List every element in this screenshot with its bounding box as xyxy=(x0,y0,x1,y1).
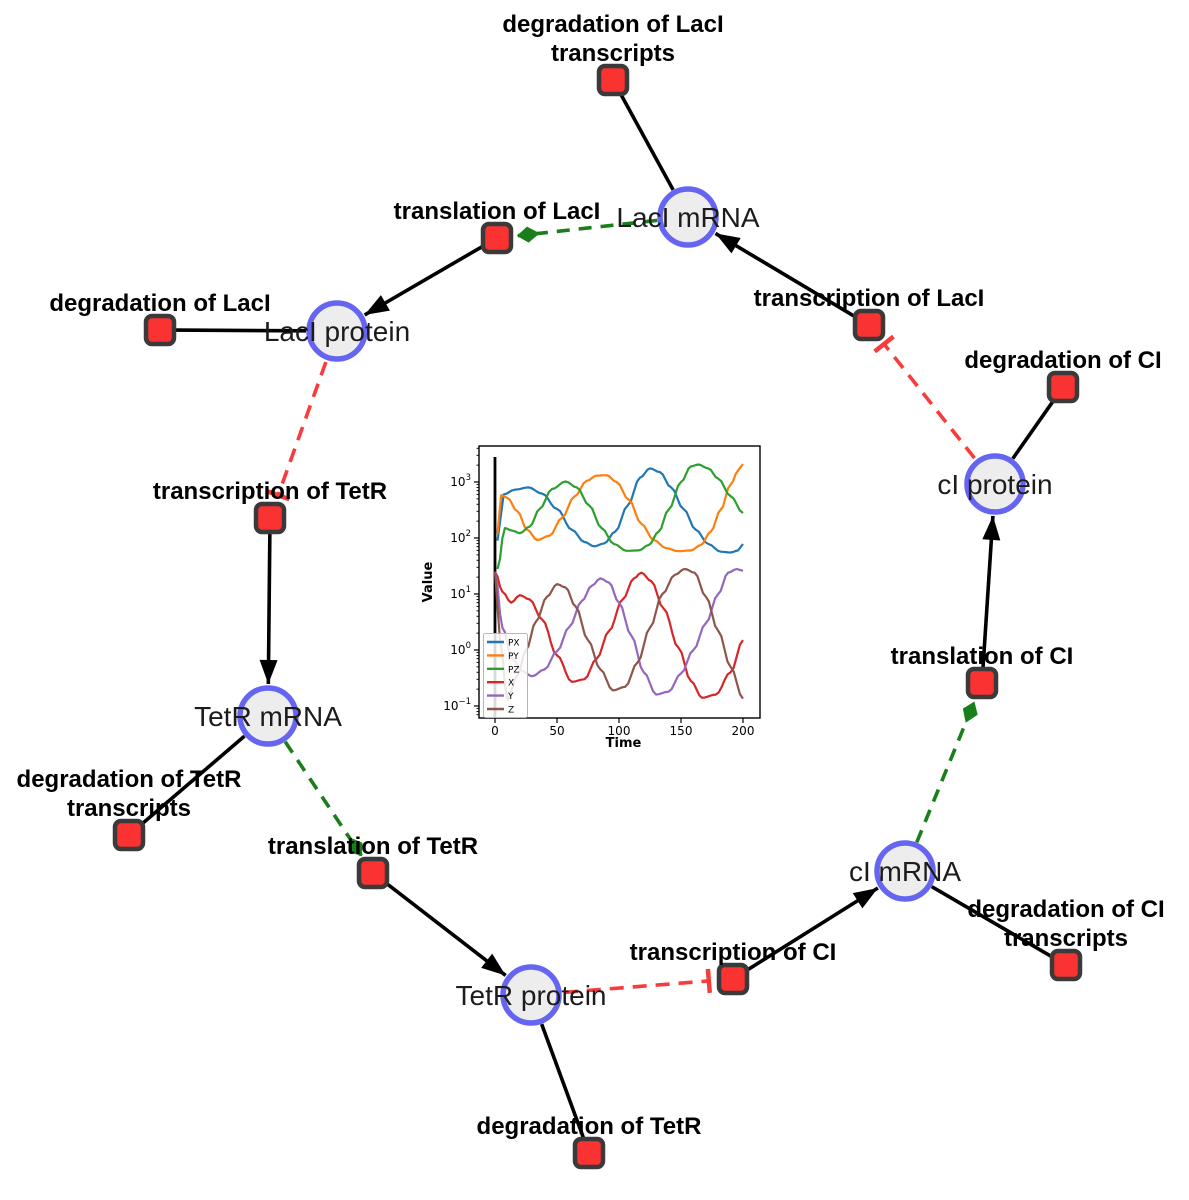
reaction-node-deg_laci xyxy=(143,313,177,347)
edge-production-tc_tetr-to-tetr_mrna xyxy=(259,532,278,685)
legend-label-PX: PX xyxy=(508,639,520,649)
series-line-PX xyxy=(496,467,744,554)
species-node-tetr_mrna xyxy=(237,685,299,747)
legend-label-X: X xyxy=(508,679,514,689)
edge-consumption-ci_mrna-to-deg_ci_tx xyxy=(930,885,1054,959)
edge-production-tl_laci-to-laci_protein xyxy=(363,243,485,317)
edge-modifier-laci_mrna-to-tl_laci xyxy=(516,218,658,243)
series-line-Z xyxy=(493,567,744,701)
reaction-node-tc_ci xyxy=(716,962,750,996)
legend-box xyxy=(483,633,528,718)
legend-label-Y: Y xyxy=(507,692,514,702)
species-node-ci_mrna xyxy=(874,840,936,902)
species-node-laci_protein xyxy=(306,300,368,362)
series-line-Y xyxy=(493,567,744,696)
edge-inhibition-tetr_protein-to-tc_ci xyxy=(563,968,713,995)
species-label-laci_protein: LacI protein xyxy=(264,316,410,347)
species-node-ci_protein xyxy=(964,453,1026,515)
reaction-label-tc_tetr-line1: transcription of TetR xyxy=(153,478,387,505)
species-label-tetr_protein: TetR protein xyxy=(456,980,607,1011)
reaction-node-deg_tetr_tx xyxy=(112,818,146,852)
reaction-label-deg_laci-line1: degradation of LacI xyxy=(49,290,270,317)
edge-consumption-tetr_mrna-to-deg_tetr_tx xyxy=(139,734,246,827)
y-tick-label: 100 xyxy=(450,641,471,657)
y-axis-label: Value xyxy=(421,561,436,602)
labels-layer: LacI mRNA LacI protein TetR mRNA TetR prote… xyxy=(17,11,1165,1140)
reaction-label-deg_laci_tx-line1: degradation of LacI xyxy=(502,11,723,38)
reaction-node-tl_laci xyxy=(480,221,514,255)
reaction-label-deg_laci_tx-line2: transcripts xyxy=(551,40,675,67)
edge-consumption-tetr_protein-to-deg_tetr xyxy=(539,1023,586,1140)
species-node-laci_mrna xyxy=(657,186,719,248)
x-tick-label: 50 xyxy=(549,724,564,738)
reaction-node-deg_ci xyxy=(1046,370,1080,404)
species-label-laci_mrna: LacI mRNA xyxy=(616,202,759,233)
y-tick-label: 101 xyxy=(450,585,471,601)
reaction-label-tl_ci-line1: translation of CI xyxy=(891,643,1074,670)
reaction-node-tc_tetr xyxy=(253,501,287,535)
reaction-node-tl_ci xyxy=(965,666,999,700)
x-tick-label: 150 xyxy=(670,724,693,738)
reaction-label-deg_ci-line1: degradation of CI xyxy=(964,347,1161,374)
legend-label-Z: Z xyxy=(508,706,514,716)
reaction-node-deg_ci_tx xyxy=(1049,948,1083,982)
x-tick-label: 100 xyxy=(608,724,631,738)
reaction-node-tl_tetr xyxy=(356,856,390,890)
edges-layer xyxy=(139,92,1056,1140)
reaction-label-deg_tetr_tx-line2: transcripts xyxy=(67,795,191,822)
reaction-label-deg_ci_tx-line2: transcripts xyxy=(1004,925,1128,952)
edge-production-tl_ci-to-ci_protein xyxy=(981,515,1001,669)
edge-consumption-laci_mrna-to-deg_laci_tx xyxy=(618,92,675,191)
legend-label-PZ: PZ xyxy=(508,665,520,675)
edge-consumption-ci_protein-to-deg_ci xyxy=(1011,398,1056,460)
x-tick-label: 200 xyxy=(732,724,755,738)
species-label-ci_protein: cI protein xyxy=(937,469,1052,500)
reaction-label-tl_tetr-line1: translation of TetR xyxy=(268,833,478,860)
edge-consumption-laci_protein-to-deg_laci xyxy=(174,328,307,333)
reaction-node-deg_tetr xyxy=(572,1136,606,1170)
chart-legend: PX PY PZ XYZ xyxy=(483,633,528,718)
reaction-node-deg_laci_tx xyxy=(596,63,630,97)
edge-modifier-tetr_mrna-to-tl_tetr xyxy=(283,740,363,857)
y-tick-label: 102 xyxy=(450,529,471,545)
x-tick-label: 0 xyxy=(491,724,499,738)
reaction-label-deg_tetr-line1: degradation of TetR xyxy=(477,1113,702,1140)
edge-production-tc_laci-to-laci_mrna xyxy=(714,231,858,319)
edge-production-tc_ci-to-ci_mrna xyxy=(744,886,879,973)
x-axis-label: Time xyxy=(606,736,642,751)
y-tick-label: 10−1 xyxy=(443,697,471,713)
reaction-label-tc_laci-line1: transcription of LacI xyxy=(754,285,985,312)
edge-inhibition-laci_protein-to-tc_tetr xyxy=(266,361,328,502)
species-label-ci_mrna: cI mRNA xyxy=(849,856,961,887)
reaction-node-tc_laci xyxy=(852,308,886,342)
chart-series-layer xyxy=(493,457,744,717)
legend-label-PY: PY xyxy=(508,652,519,662)
series-line-PZ xyxy=(496,463,744,570)
reaction-label-deg_tetr_tx-line1: degradation of TetR xyxy=(17,766,242,793)
series-line-PY xyxy=(496,463,744,553)
reaction-label-tl_laci-line1: translation of LacI xyxy=(394,198,601,225)
reaction-label-tc_ci-line1: transcription of CI xyxy=(630,939,837,966)
species-label-tetr_mrna: TetR mRNA xyxy=(194,701,342,732)
reaction-label-deg_ci_tx-line1: degradation of CI xyxy=(967,896,1164,923)
y-tick-label: 103 xyxy=(450,473,471,489)
edge-production-tl_tetr-to-tetr_protein xyxy=(383,880,507,977)
nodes-layer xyxy=(112,63,1083,1170)
edge-modifier-ci_mrna-to-tl_ci xyxy=(915,701,978,843)
edge-inhibition-ci_protein-to-tc_laci xyxy=(873,334,976,460)
species-node-tetr_protein xyxy=(500,964,562,1026)
